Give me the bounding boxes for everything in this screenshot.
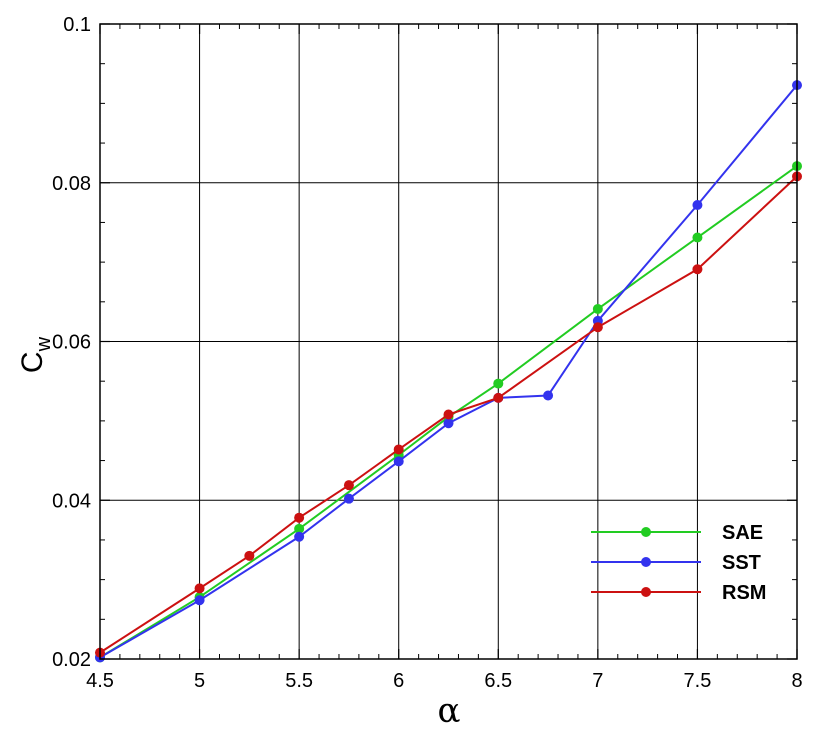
data-point-rsm: [244, 550, 255, 561]
data-point-sst: [343, 493, 354, 504]
data-point-sst: [443, 418, 454, 429]
data-point-sae: [294, 523, 305, 534]
series-rsm: [95, 171, 802, 658]
y-tick-label: 0.04: [52, 490, 91, 512]
y-tick-label: 0.06: [52, 332, 91, 354]
x-tick-label: 6.5: [484, 670, 512, 692]
axis-labels: α Cw: [16, 336, 461, 730]
data-point-sst: [294, 531, 305, 542]
data-point-sst: [194, 595, 205, 606]
legend-item-rsm: RSM: [591, 582, 766, 604]
grid: [100, 24, 797, 659]
x-tick-label: 7: [592, 670, 603, 692]
legend-label: SAE: [722, 522, 763, 544]
data-point-sst: [692, 199, 703, 210]
data-point-rsm: [692, 264, 703, 275]
x-tick-label: 6: [393, 670, 404, 692]
x-tick-label: 8: [791, 670, 802, 692]
y-tick-label: 0.1: [63, 14, 91, 36]
data-point-rsm: [443, 409, 454, 420]
data-point-sae: [493, 378, 504, 389]
data-point-rsm: [294, 512, 305, 523]
series-sst: [95, 80, 802, 663]
legend-marker: [641, 557, 651, 567]
data-point-rsm: [343, 480, 354, 491]
y-axis-label-main: Cw: [16, 336, 55, 373]
data-point-rsm: [393, 444, 404, 455]
tick-labels: 4.5 5 5.5 6 6.5 7 7.5 8 0.02 0.04 0.06 0.08 0.1: [52, 14, 803, 692]
data-point-sae: [692, 232, 703, 243]
data-point-rsm: [194, 583, 205, 594]
legend-marker: [641, 527, 651, 537]
data-point-sst: [543, 390, 554, 401]
x-tick-label: 5.5: [285, 670, 313, 692]
y-axis-label-subscript: w: [33, 336, 55, 352]
series-layer: [95, 80, 802, 663]
data-point-sae: [592, 303, 603, 314]
data-point-rsm: [493, 392, 504, 403]
x-axis-label: α: [438, 691, 461, 730]
data-point-rsm: [592, 322, 603, 333]
legend-label: SST: [722, 552, 761, 574]
legend-label: RSM: [722, 582, 766, 604]
x-tick-label: 7.5: [684, 670, 712, 692]
y-tick-label: 0.02: [52, 649, 91, 671]
ticks: [99, 23, 798, 660]
data-point-sst: [393, 456, 404, 467]
legend-item-sae: SAE: [591, 522, 763, 544]
legend-marker: [641, 587, 651, 597]
y-axis-label: Cw: [16, 336, 55, 373]
x-tick-label: 5: [194, 670, 205, 692]
series-line-sst: [99, 84, 798, 659]
legend: SAE SST RSM: [591, 522, 766, 604]
legend-item-sst: SST: [591, 552, 761, 574]
y-tick-label: 0.08: [52, 173, 91, 195]
x-tick-label: 4.5: [86, 670, 114, 692]
